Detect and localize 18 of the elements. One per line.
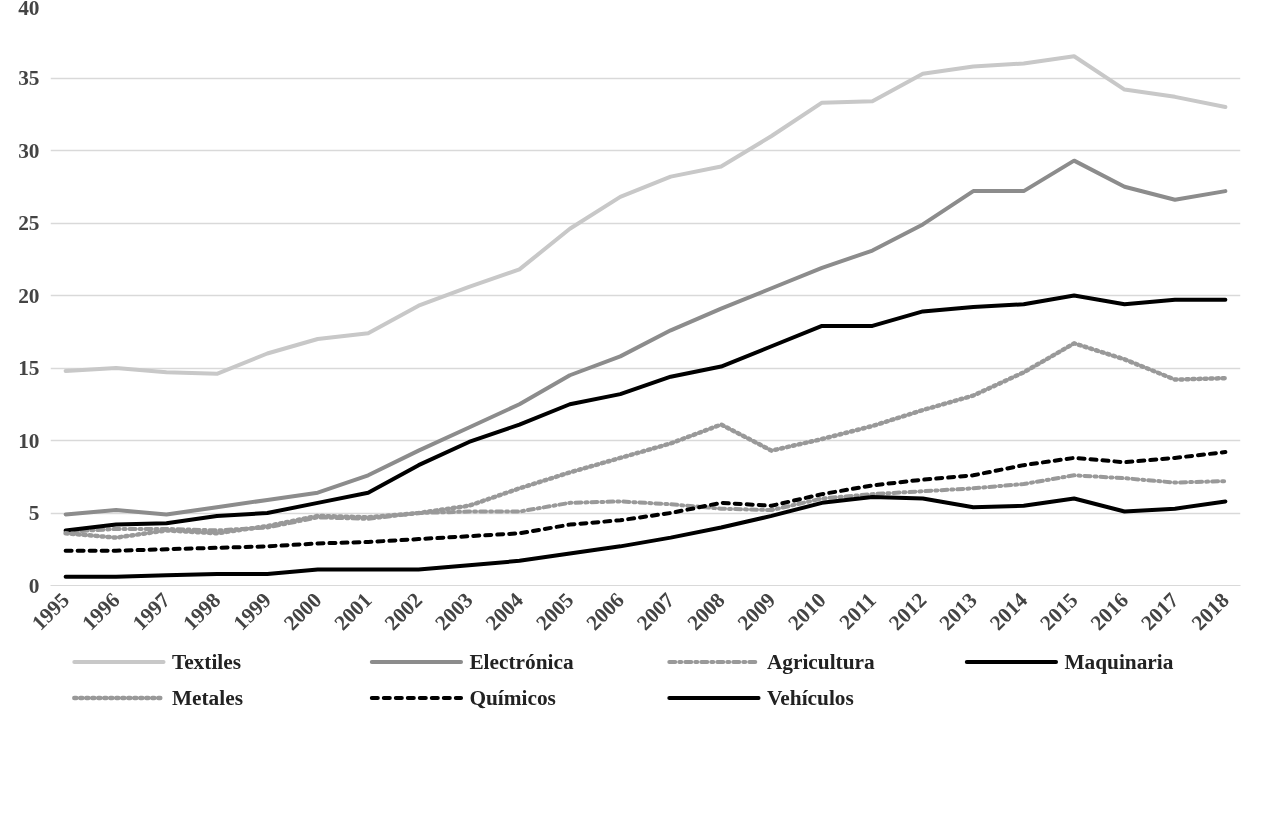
- y-tick-label: 30: [18, 138, 40, 163]
- x-tick-label: 1999: [228, 588, 276, 636]
- y-tick-label: 0: [28, 573, 40, 598]
- y-tick-label: 5: [28, 501, 40, 525]
- legend-label: Agricultura: [766, 649, 876, 674]
- y-tick-label: 25: [18, 211, 40, 235]
- y-tick-label: 15: [18, 356, 40, 380]
- legend-label: Electrónica: [469, 649, 574, 674]
- legend-label: Vehículos: [766, 685, 854, 710]
- y-tick-label: 40: [18, 0, 40, 20]
- x-tick-label: 2011: [834, 588, 881, 635]
- legend-label: Químicos: [469, 685, 556, 710]
- legend-label: Metales: [171, 685, 243, 710]
- legend-label: Maquinaria: [1064, 649, 1174, 674]
- legend-label: Textiles: [171, 649, 242, 674]
- y-tick-label: 20: [18, 283, 40, 308]
- y-tick-label: 35: [18, 66, 40, 90]
- y-tick-label: 10: [18, 428, 40, 453]
